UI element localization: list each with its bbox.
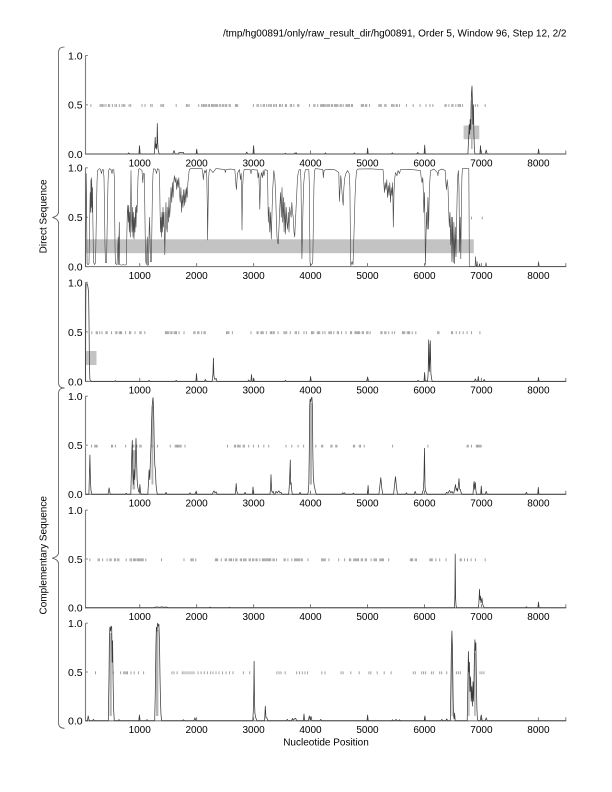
svg-text:5000: 5000 bbox=[356, 158, 379, 169]
svg-text:1.0: 1.0 bbox=[68, 277, 83, 289]
svg-text:1000: 1000 bbox=[129, 386, 152, 397]
svg-text:6000: 6000 bbox=[413, 499, 436, 510]
svg-text:5000: 5000 bbox=[356, 725, 379, 736]
svg-text:3000: 3000 bbox=[242, 386, 265, 397]
svg-text:2000: 2000 bbox=[185, 725, 208, 736]
svg-text:1000: 1000 bbox=[129, 725, 152, 736]
svg-text:2000: 2000 bbox=[185, 158, 208, 169]
svg-text:3000: 3000 bbox=[242, 271, 265, 282]
svg-text:Nucleotide Position: Nucleotide Position bbox=[283, 737, 369, 748]
svg-text:0.0: 0.0 bbox=[68, 489, 83, 501]
svg-text:4000: 4000 bbox=[299, 386, 322, 397]
svg-text:5000: 5000 bbox=[356, 499, 379, 510]
svg-text:1.0: 1.0 bbox=[68, 391, 83, 403]
svg-text:1000: 1000 bbox=[129, 612, 152, 623]
svg-text:8000: 8000 bbox=[527, 725, 550, 736]
svg-text:6000: 6000 bbox=[413, 725, 436, 736]
svg-text:/tmp/hg00891/only/raw_result_d: /tmp/hg00891/only/raw_result_dir/hg00891… bbox=[223, 29, 567, 40]
svg-text:8000: 8000 bbox=[527, 612, 550, 623]
svg-text:4000: 4000 bbox=[299, 612, 322, 623]
svg-text:2000: 2000 bbox=[185, 612, 208, 623]
svg-text:0.5: 0.5 bbox=[68, 440, 83, 452]
svg-text:0.5: 0.5 bbox=[68, 100, 83, 112]
svg-text:6000: 6000 bbox=[413, 612, 436, 623]
svg-text:6000: 6000 bbox=[413, 271, 436, 282]
svg-text:0.5: 0.5 bbox=[68, 327, 83, 339]
svg-text:3000: 3000 bbox=[242, 725, 265, 736]
svg-text:1000: 1000 bbox=[129, 158, 152, 169]
svg-text:4000: 4000 bbox=[299, 499, 322, 510]
svg-text:7000: 7000 bbox=[470, 499, 493, 510]
svg-text:0.0: 0.0 bbox=[68, 149, 83, 161]
svg-text:0.5: 0.5 bbox=[68, 554, 83, 566]
svg-text:8000: 8000 bbox=[527, 271, 550, 282]
svg-text:5000: 5000 bbox=[356, 612, 379, 623]
svg-text:2000: 2000 bbox=[185, 499, 208, 510]
svg-text:1.0: 1.0 bbox=[68, 163, 83, 175]
svg-text:6000: 6000 bbox=[413, 386, 436, 397]
svg-text:0.0: 0.0 bbox=[68, 262, 83, 274]
svg-text:1.0: 1.0 bbox=[68, 50, 83, 62]
svg-text:4000: 4000 bbox=[299, 158, 322, 169]
svg-text:3000: 3000 bbox=[242, 612, 265, 623]
svg-text:Direct Sequence: Direct Sequence bbox=[39, 179, 50, 253]
svg-text:7000: 7000 bbox=[470, 271, 493, 282]
svg-text:1.0: 1.0 bbox=[68, 618, 83, 630]
svg-text:8000: 8000 bbox=[527, 386, 550, 397]
svg-text:0.5: 0.5 bbox=[68, 667, 83, 679]
svg-text:0.0: 0.0 bbox=[68, 376, 83, 388]
svg-text:3000: 3000 bbox=[242, 499, 265, 510]
svg-text:7000: 7000 bbox=[470, 158, 493, 169]
svg-text:Complementary Sequence: Complementary Sequence bbox=[39, 496, 50, 615]
svg-text:1000: 1000 bbox=[129, 499, 152, 510]
svg-text:5000: 5000 bbox=[356, 271, 379, 282]
svg-text:2000: 2000 bbox=[185, 271, 208, 282]
svg-text:6000: 6000 bbox=[413, 158, 436, 169]
svg-text:0.5: 0.5 bbox=[68, 212, 83, 224]
svg-text:8000: 8000 bbox=[527, 499, 550, 510]
svg-text:1.0: 1.0 bbox=[68, 505, 83, 517]
svg-text:2000: 2000 bbox=[185, 386, 208, 397]
svg-text:1000: 1000 bbox=[129, 271, 152, 282]
svg-text:3000: 3000 bbox=[242, 158, 265, 169]
svg-text:8000: 8000 bbox=[527, 158, 550, 169]
svg-text:4000: 4000 bbox=[299, 725, 322, 736]
svg-text:7000: 7000 bbox=[470, 612, 493, 623]
svg-text:7000: 7000 bbox=[470, 725, 493, 736]
svg-text:7000: 7000 bbox=[470, 386, 493, 397]
svg-text:5000: 5000 bbox=[356, 386, 379, 397]
svg-text:4000: 4000 bbox=[299, 271, 322, 282]
svg-text:0.0: 0.0 bbox=[68, 603, 83, 615]
svg-text:0.0: 0.0 bbox=[68, 716, 83, 728]
